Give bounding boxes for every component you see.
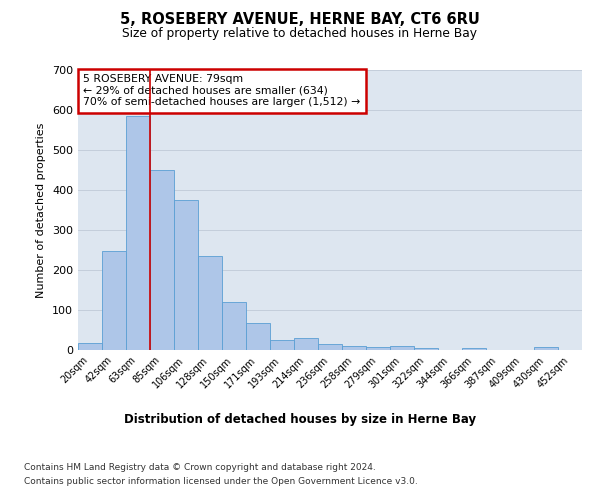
Y-axis label: Number of detached properties: Number of detached properties xyxy=(37,122,46,298)
Bar xyxy=(150,170,174,350)
Bar xyxy=(174,200,198,350)
Bar xyxy=(390,346,414,350)
Bar xyxy=(270,340,294,350)
Bar xyxy=(222,302,246,350)
Bar xyxy=(198,256,222,350)
Text: Contains public sector information licensed under the Open Government Licence v3: Contains public sector information licen… xyxy=(24,478,418,486)
Bar xyxy=(318,344,342,350)
Bar xyxy=(294,338,318,350)
Bar xyxy=(342,346,366,350)
Bar xyxy=(462,348,486,350)
Bar xyxy=(78,343,102,350)
Bar xyxy=(246,323,270,350)
Bar xyxy=(126,116,150,350)
Bar xyxy=(414,348,438,350)
Bar xyxy=(102,251,126,350)
Text: Size of property relative to detached houses in Herne Bay: Size of property relative to detached ho… xyxy=(122,28,478,40)
Text: Distribution of detached houses by size in Herne Bay: Distribution of detached houses by size … xyxy=(124,412,476,426)
Text: Contains HM Land Registry data © Crown copyright and database right 2024.: Contains HM Land Registry data © Crown c… xyxy=(24,462,376,471)
Bar xyxy=(534,347,558,350)
Text: 5, ROSEBERY AVENUE, HERNE BAY, CT6 6RU: 5, ROSEBERY AVENUE, HERNE BAY, CT6 6RU xyxy=(120,12,480,28)
Bar xyxy=(366,347,390,350)
Text: 5 ROSEBERY AVENUE: 79sqm
← 29% of detached houses are smaller (634)
70% of semi-: 5 ROSEBERY AVENUE: 79sqm ← 29% of detach… xyxy=(83,74,360,108)
